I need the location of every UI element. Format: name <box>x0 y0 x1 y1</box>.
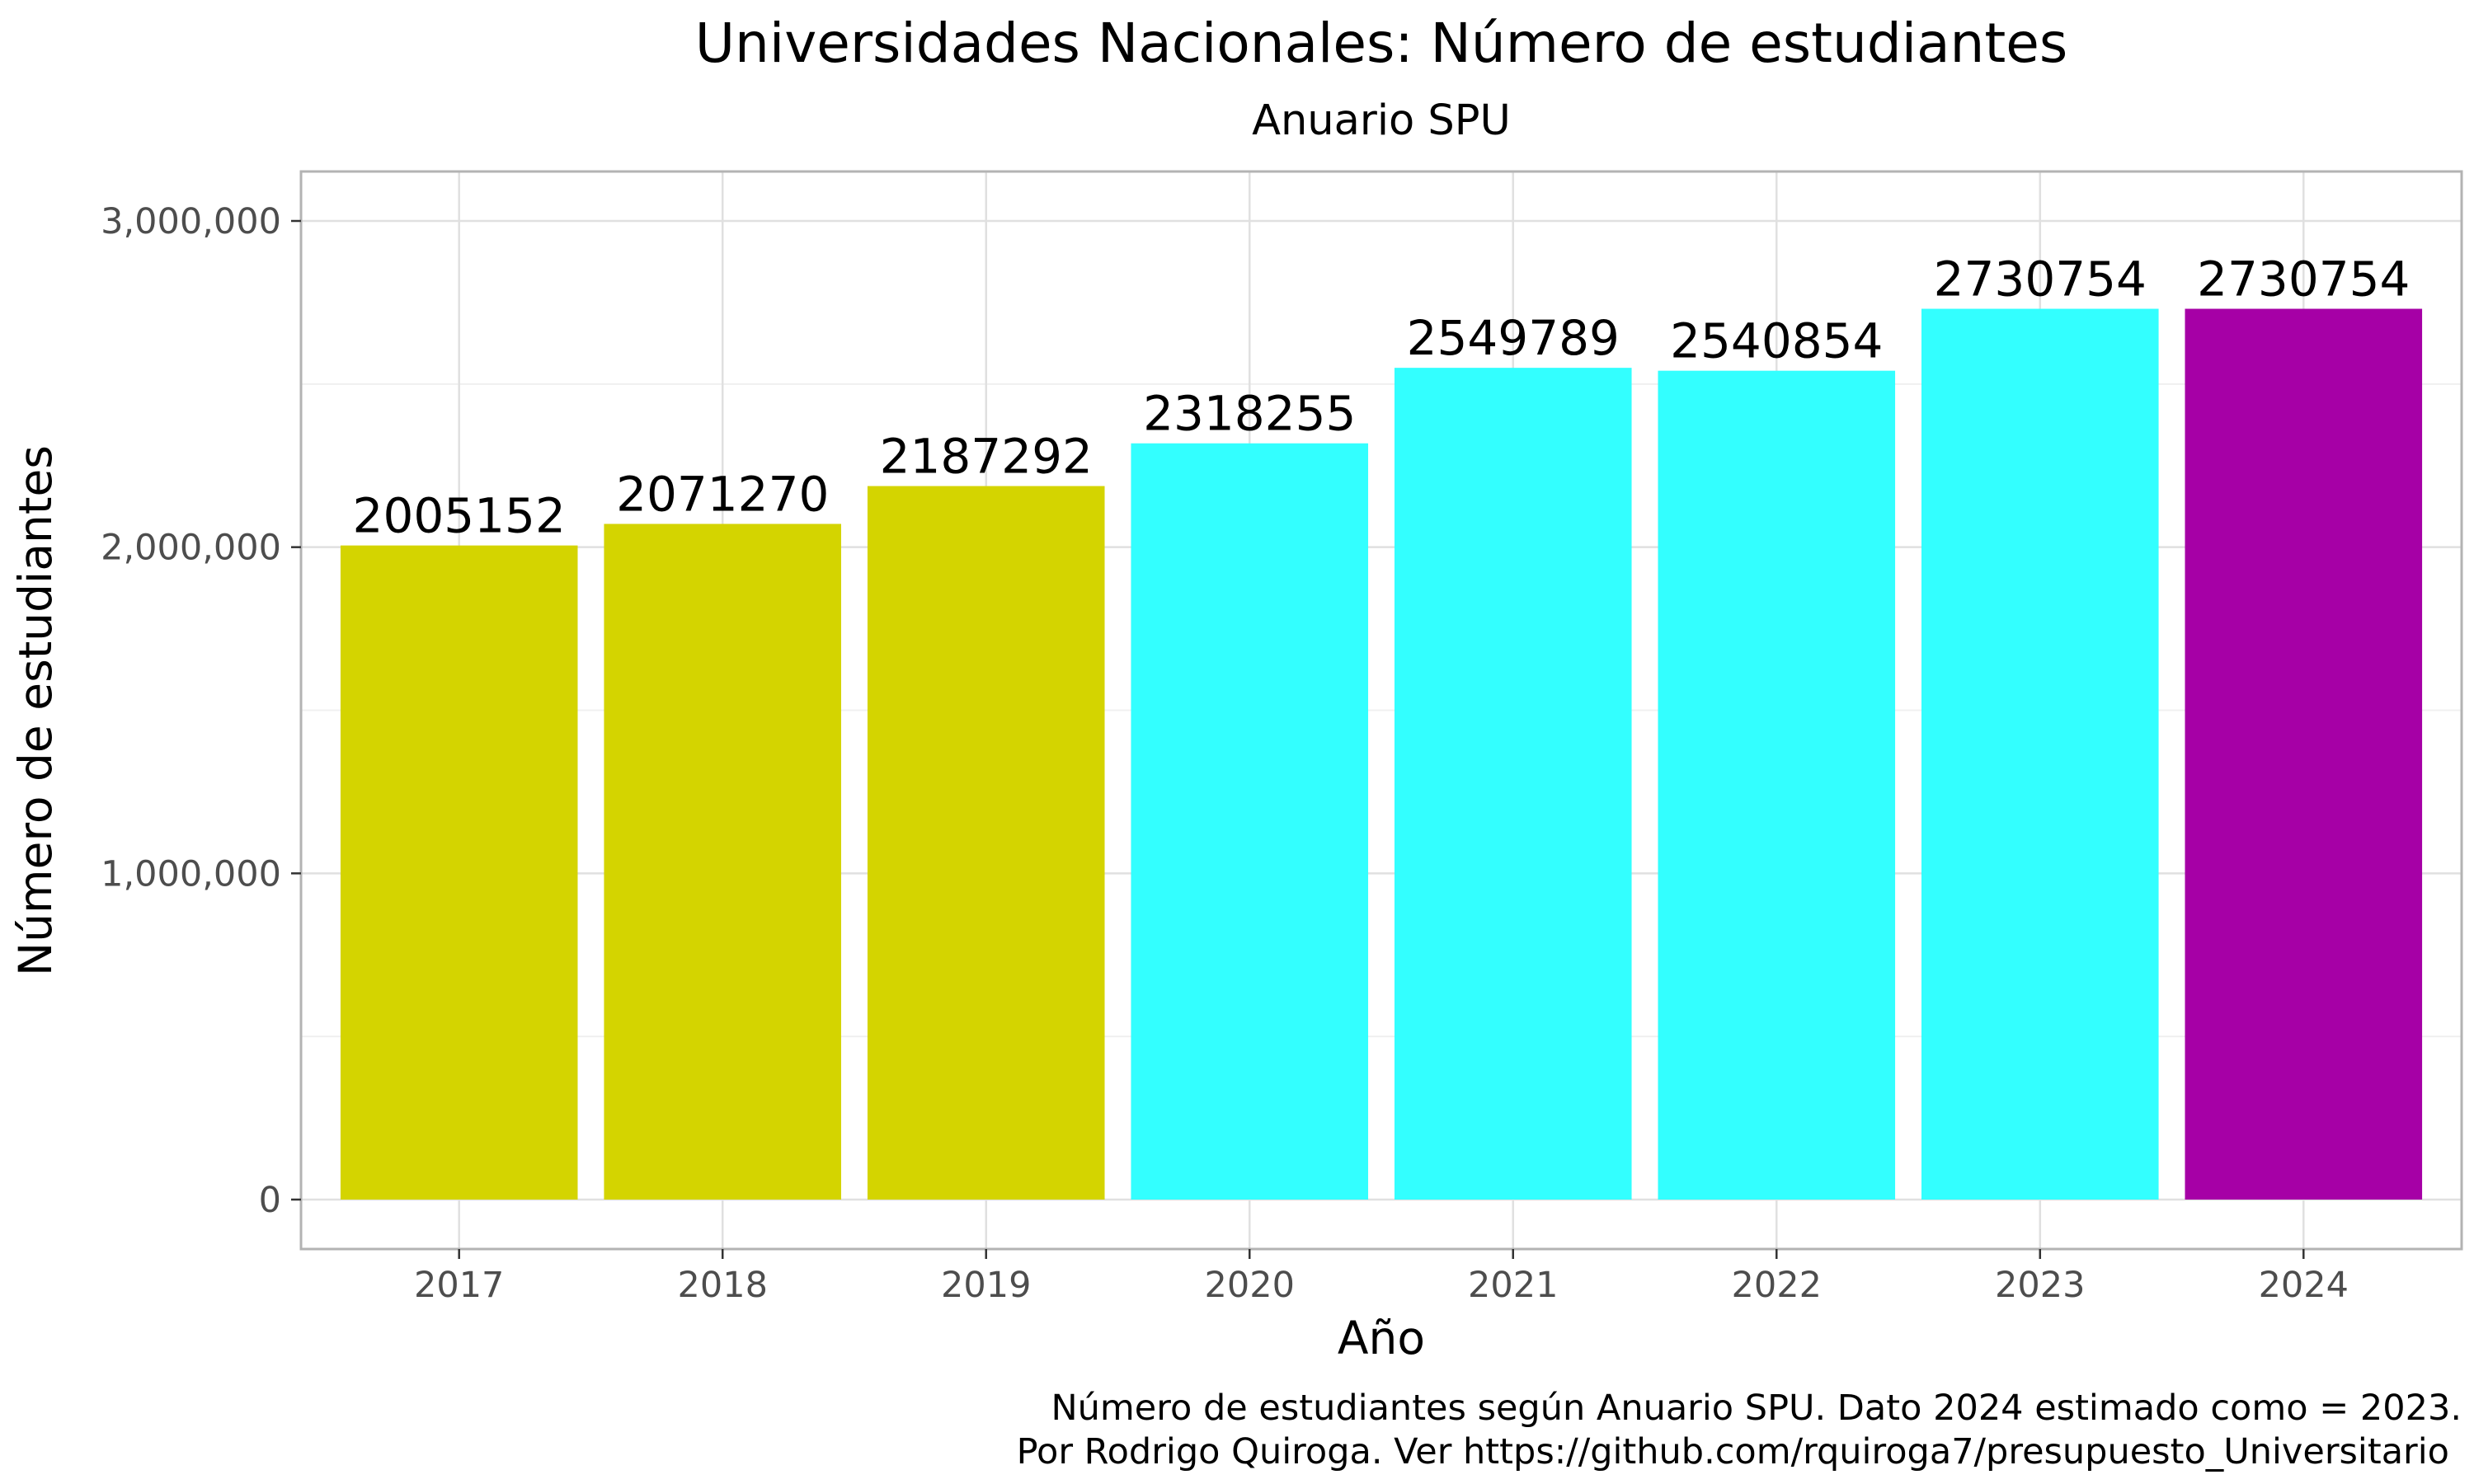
bar-2021 <box>1394 368 1632 1200</box>
x-tick-label: 2018 <box>678 1265 768 1306</box>
x-tick-label: 2023 <box>1995 1265 2085 1306</box>
bar-2017 <box>340 545 578 1200</box>
bar-2019 <box>867 486 1105 1200</box>
caption-line-1: Número de estudiantes según Anuario SPU.… <box>1051 1388 2462 1429</box>
bar-2018 <box>604 524 841 1200</box>
data-labels: 2005152 2071270 2187292 2318255 2549789 25408… <box>353 251 2411 544</box>
bar-2020 <box>1131 443 1369 1200</box>
x-tick-label: 2024 <box>2259 1265 2349 1306</box>
data-label-2021: 2549789 <box>1407 310 1620 366</box>
x-axis: 2017 2018 2019 2020 2021 2022 2023 2024 <box>414 1249 2349 1306</box>
data-label-2017: 2005152 <box>353 488 566 544</box>
bar-2022 <box>1658 370 1896 1200</box>
x-tick-label: 2017 <box>414 1265 504 1306</box>
caption-line-2: Por Rodrigo Quiroga. Ver https://github.… <box>1017 1431 2449 1472</box>
x-tick-label: 2019 <box>941 1265 1031 1306</box>
x-tick-label: 2020 <box>1205 1265 1295 1306</box>
bar-2024 <box>2185 308 2423 1200</box>
data-label-2023: 2730754 <box>1934 251 2147 308</box>
data-label-2020: 2318255 <box>1143 386 1356 442</box>
x-tick-label: 2022 <box>1732 1265 1822 1306</box>
data-label-2018: 2071270 <box>616 466 829 522</box>
y-tick-label: 0 <box>259 1180 281 1221</box>
data-label-2019: 2187292 <box>880 429 1093 485</box>
y-axis: 0 1,000,000 2,000,000 3,000,000 <box>101 201 301 1221</box>
y-tick-label: 3,000,000 <box>101 201 281 242</box>
chart-title: Universidades Nacionales: Número de estu… <box>695 12 2068 75</box>
y-axis-title: Número de estudiantes <box>9 445 62 976</box>
bars <box>340 308 2423 1200</box>
data-label-2024: 2730754 <box>2197 251 2410 308</box>
x-tick-label: 2021 <box>1468 1265 1558 1306</box>
y-tick-label: 1,000,000 <box>101 853 281 895</box>
chart-subtitle: Anuario SPU <box>1252 96 1511 145</box>
x-axis-title: Año <box>1338 1312 1425 1364</box>
plot-border <box>299 170 2463 1251</box>
data-label-2022: 2540854 <box>1670 313 1883 369</box>
bar-2023 <box>1921 308 2159 1200</box>
y-tick-label: 2,000,000 <box>101 528 281 569</box>
